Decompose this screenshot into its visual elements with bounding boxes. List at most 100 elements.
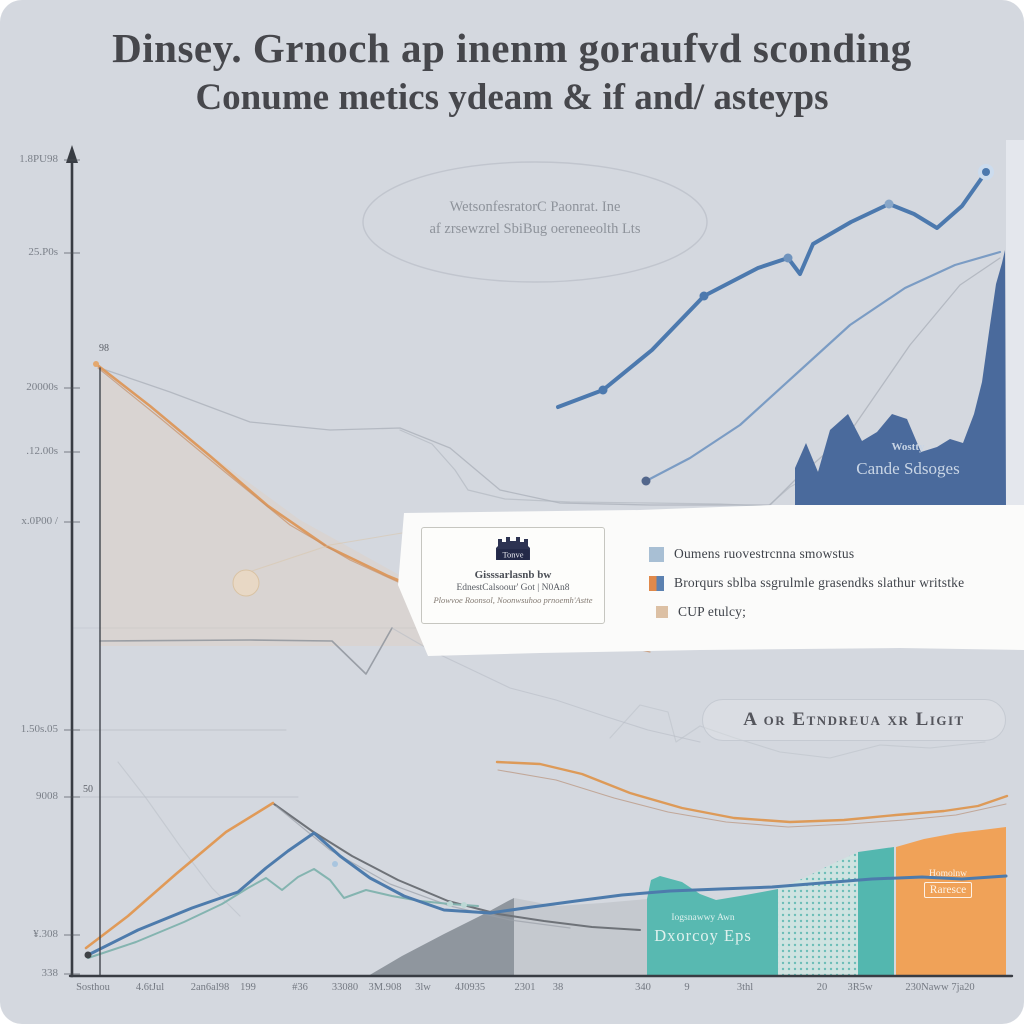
x-tick-label: 9: [684, 982, 690, 993]
beige-circle-marker: [232, 569, 260, 597]
x-tick-label: 20: [816, 982, 828, 993]
orange-area: [896, 827, 1006, 976]
data-point-marker: [982, 168, 990, 176]
legend-card-line-1: Gisssarlasnb bw: [474, 569, 552, 581]
x-tick-label: 199: [240, 982, 256, 993]
data-point-marker: [84, 951, 92, 959]
logo-banner-text: Tonve: [502, 550, 523, 560]
gray-squiggle: [609, 704, 986, 759]
data-point-marker: [641, 476, 651, 486]
y-axis-arrowhead: [66, 145, 78, 163]
castle-logo-icon: Tonve: [490, 533, 536, 567]
y-tick-label: 9008: [36, 790, 58, 802]
right-light-strip: [1006, 140, 1024, 505]
annotation-ellipse-outline: [362, 161, 708, 283]
gray-descent-echo: [275, 805, 571, 929]
x-tick-label: 38: [552, 982, 564, 993]
title-line-2: Conume metics ydeam & if and/ asteyps: [195, 77, 829, 118]
y-tick-label: 1.8PU98: [19, 153, 58, 165]
legend: Oumens ruovestrcnna smowstus Brorqurs sb…: [649, 546, 964, 620]
peach-fill: [100, 372, 620, 646]
y-tick-label: 1.50s.05: [20, 723, 58, 735]
x-tick-label: 33080: [331, 982, 359, 993]
blue-bot-line: [86, 831, 1008, 957]
x-tick-label: 3M.908: [368, 982, 402, 993]
x-tick-label: #36: [292, 982, 308, 993]
x-tick-label: 3thl: [736, 982, 754, 993]
x-tick-label: 4.6tJul: [135, 982, 165, 993]
point-label: 98: [99, 343, 109, 354]
gray-area-light: [514, 898, 647, 976]
page-title: Dinsey. Grnoch ap inenm goraufvd scondin…: [0, 24, 1024, 119]
legend-item-2: Brorqurs sblba ssgrulmle grasendks slath…: [649, 575, 964, 591]
data-point-marker: [884, 199, 894, 209]
x-tick-label: 2an6al98: [190, 982, 230, 993]
data-point-marker: [447, 901, 453, 907]
y-tick-label: 20000s: [26, 381, 58, 393]
x-tick-label: 4J0935: [454, 982, 486, 993]
x-tick-label: 230Naww: [905, 982, 949, 993]
data-point-marker: [461, 902, 467, 908]
annotation-bubble: WetsonfesratorC Paonrat. Ine af zrsewzre…: [368, 196, 702, 241]
orange-bot-right-line: [495, 760, 1009, 824]
legend-swatch-orange-blue: [649, 575, 664, 591]
teal-area-solid-1: [647, 876, 778, 976]
legend-card-line-2: EdnestCalsoour' Got | N0An8: [456, 583, 570, 593]
data-point-marker: [598, 385, 608, 395]
teal-bot-line: [87, 868, 479, 959]
point-label: 50: [83, 784, 93, 795]
annotation-pill: A or Etndreua xr Ligit: [702, 699, 1006, 741]
legend-label-2: Brorqurs sblba ssgrulmle grasendks slath…: [674, 575, 965, 590]
navy-area-label-line-2: Cande Sdsoges: [856, 459, 960, 478]
orange-bot-right-echo: [497, 769, 1007, 828]
orange-area-label-line-2: Raresce: [923, 882, 973, 898]
teal-area-label-line-2: Dxorcoy Eps: [654, 926, 752, 945]
data-point-marker: [699, 291, 709, 301]
annotation-line-2: af zrsewzrel SbiBug oereneeolth Lts: [429, 221, 641, 238]
gray-v-line: [99, 627, 393, 675]
legend-swatch-tan: [656, 606, 668, 618]
legend-item-3: CUP etulcy;: [656, 604, 964, 620]
navy-jagged-area: [795, 250, 1006, 509]
x-tick-label: 3lw: [415, 982, 431, 993]
y-tick-label: .12.00s: [26, 445, 58, 457]
annotation-pill-text: A or Etndreua xr Ligit: [743, 709, 965, 730]
orange-area-label: Homolnw Raresce: [899, 869, 997, 898]
teal-area-hatched: [778, 852, 858, 976]
faint-diagonal: [117, 761, 241, 917]
legend-label-3: CUP etulcy;: [678, 604, 747, 619]
legend-logo-card: Tonve Gisssarlasnb bw EdnestCalsoour' Go…: [421, 527, 605, 624]
annotation-line-1: WetsonfesratorC Paonrat. Ine: [449, 199, 621, 215]
dark-descent-line: [273, 803, 641, 931]
gray-curve-1: [99, 257, 1001, 506]
x-tick-label: 7ja20: [951, 982, 975, 993]
teal-area-solid-2: [858, 847, 894, 976]
blue-main-line: [556, 170, 988, 409]
orange-area-label-line-1: Homolnw: [929, 869, 967, 879]
x-tick-label: 2301: [514, 982, 536, 993]
y-tick-label: 338: [41, 967, 59, 979]
y-tick-label: ¥.308: [33, 928, 58, 940]
x-tick-label: Sosthou: [76, 982, 110, 993]
data-point-marker: [93, 361, 99, 367]
data-point-marker: [332, 861, 338, 867]
legend-label-1: Oumens ruovestrcnna smowstus: [674, 546, 855, 561]
gray-area-dark: [368, 898, 514, 976]
y-tick-label: x.0P00 /: [21, 515, 58, 527]
navy-area-label-line-1: Wostty: [891, 441, 925, 453]
legend-swatch-blue: [649, 546, 664, 562]
legend-item-1: Oumens ruovestrcnna smowstus: [649, 546, 964, 562]
legend-card-line-3: Plowvoe Roonsol, Noonwsuhoo prnoemh'Astt…: [433, 595, 593, 605]
x-tick-label: 3R5w: [847, 982, 873, 993]
data-point-marker: [783, 253, 793, 263]
x-tick-label: 340: [635, 982, 651, 993]
y-tick-label: 25.P0s: [28, 246, 58, 258]
title-line-1: Dinsey. Grnoch ap inenm goraufvd scondin…: [112, 25, 912, 71]
teal-area-label: Iogsnawwy Awn Dxorcoy Eps: [626, 913, 780, 946]
blue-smooth-curve: [644, 250, 1002, 483]
navy-area-label: Wostty Cande Sdsoges: [838, 441, 978, 479]
orange-bot-left-line: [84, 801, 275, 950]
teal-area-label-line-1: Iogsnawwy Awn: [671, 913, 735, 923]
